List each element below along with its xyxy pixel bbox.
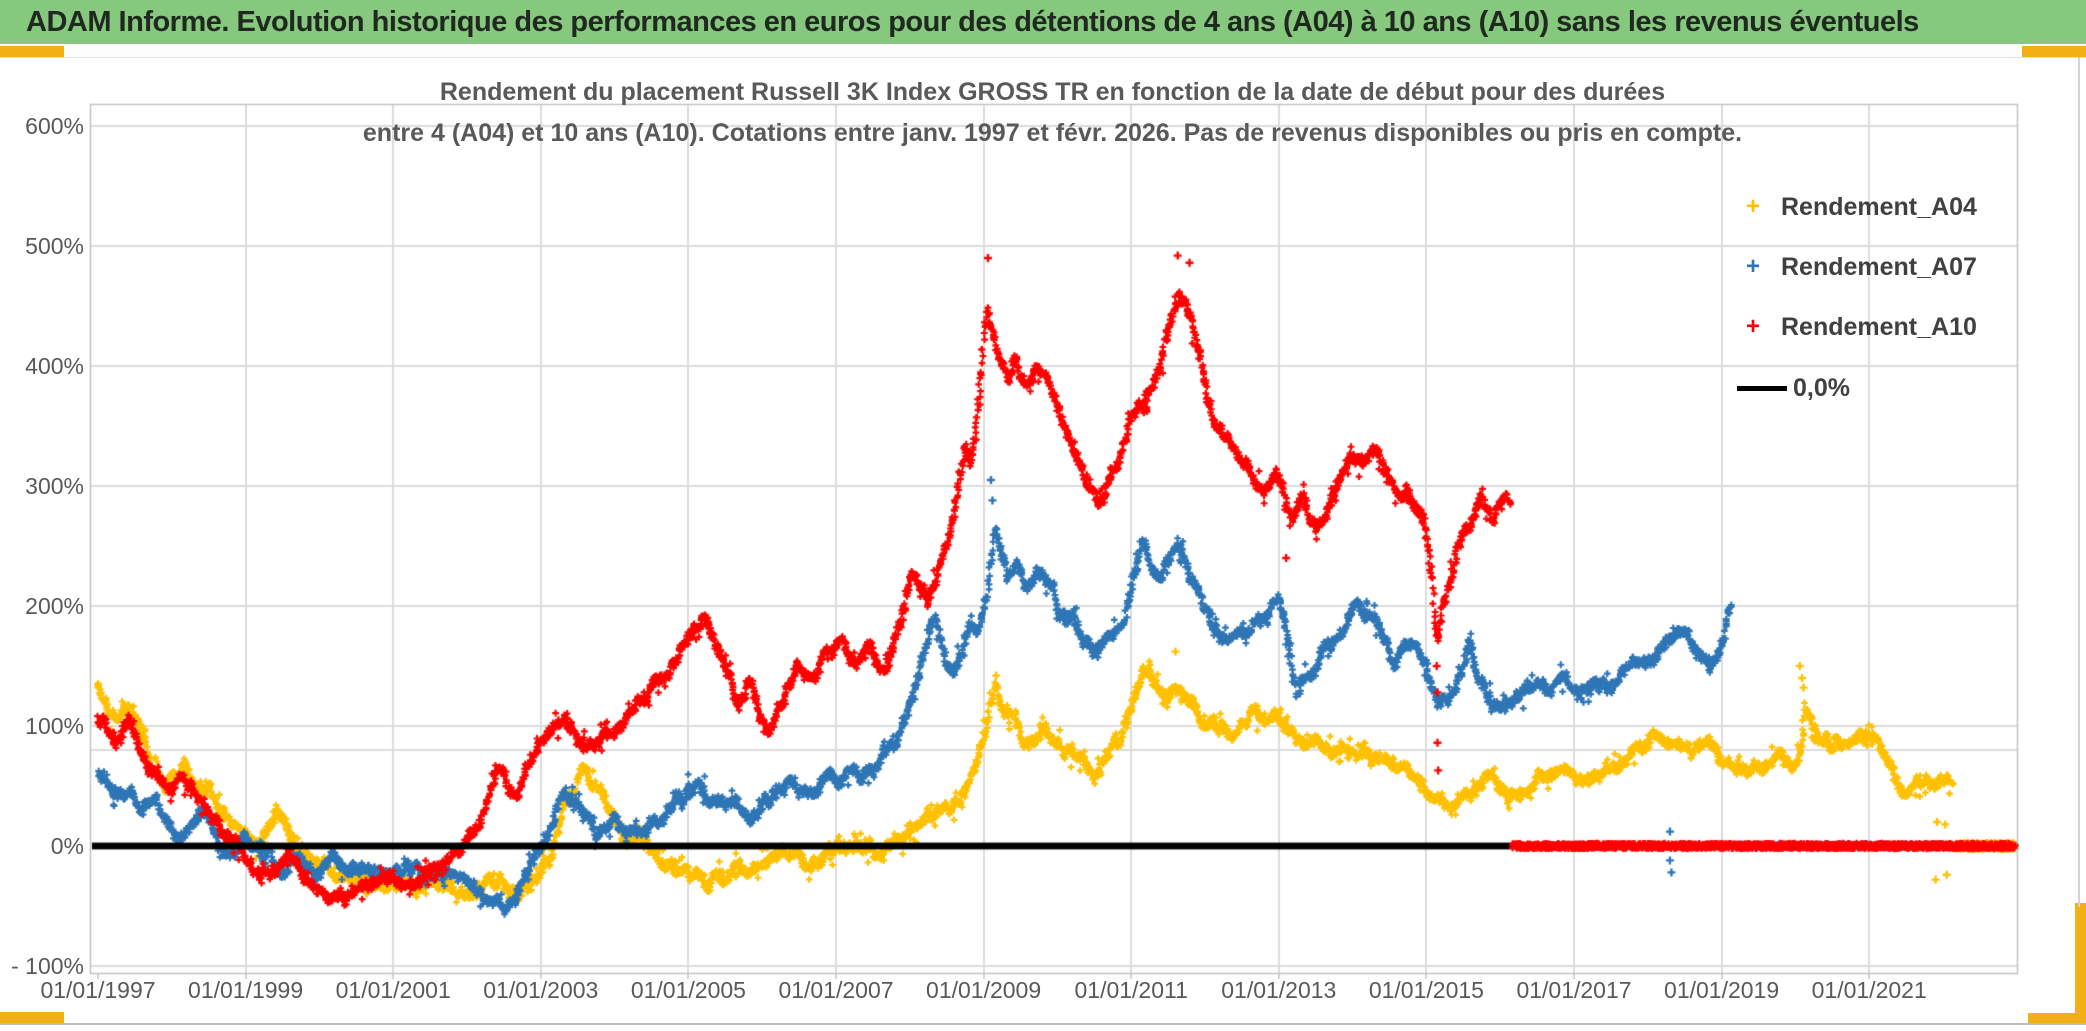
y-axis-label: 100% [25,713,84,739]
y-axis-label: - 100% [11,953,84,979]
plus-marker-icon: + [1745,313,1760,340]
y-axis-label: 600% [25,113,84,139]
page-bottom-border [0,1023,2086,1025]
legend-label: Rendement_A10 [1781,312,1977,341]
x-axis-label: 01/01/1997 [40,977,156,1003]
x-axis-label: 01/01/2009 [926,977,1042,1003]
performance-chart-canvas [0,57,2086,1023]
x-axis-label: 01/01/2015 [1368,977,1484,1003]
zero-line-swatch [1737,385,1787,391]
plus-marker-icon: + [1745,253,1760,280]
chart-region: Rendement du placement Russell 3K Index … [0,57,2086,1023]
accent-top-right [2022,46,2086,57]
header-divider [0,44,2086,58]
x-axis-label: 01/01/2003 [483,977,599,1003]
x-axis-label: 01/01/2005 [630,977,746,1003]
legend-item-rendement_a10: + Rendement_A10 [1725,307,1977,347]
y-axis-label: 500% [25,233,84,259]
legend-item-rendement_a07: + Rendement_A07 [1725,247,1977,287]
x-axis-label: 01/01/2001 [335,977,451,1003]
legend-label: Rendement_A04 [1781,192,1977,221]
x-axis-label: 01/01/2007 [778,977,894,1003]
x-axis-label: 01/01/1999 [188,977,304,1003]
legend-label: 0,0% [1793,373,1850,402]
plus-marker-icon: + [1745,193,1760,220]
x-axis-label: 01/01/2017 [1516,977,1632,1003]
chart-title-line2: entre 4 (A04) et 10 ans (A10). Cotations… [362,119,1743,147]
x-axis-label: 01/01/2019 [1664,977,1780,1003]
chart-title-line1: Rendement du placement Russell 3K Index … [439,78,1666,106]
y-axis-label: 200% [25,593,84,619]
legend-label: Rendement_A07 [1781,252,1977,281]
legend-item-rendement_a04: + Rendement_A04 [1725,187,1977,227]
legend-item-zero-line: 0,0% [1737,368,1850,408]
y-axis-label: 300% [25,473,84,499]
x-axis-label: 01/01/2013 [1221,977,1337,1003]
title-bar: ADAM Informe. Evolution historique des p… [0,0,2086,44]
x-axis-label: 01/01/2011 [1074,977,1188,1003]
page-title: ADAM Informe. Evolution historique des p… [26,5,1919,38]
y-axis-label: 0% [50,833,84,859]
accent-top-left [0,46,64,57]
y-axis-label: 400% [25,353,84,379]
x-axis-label: 01/01/2021 [1811,977,1927,1003]
